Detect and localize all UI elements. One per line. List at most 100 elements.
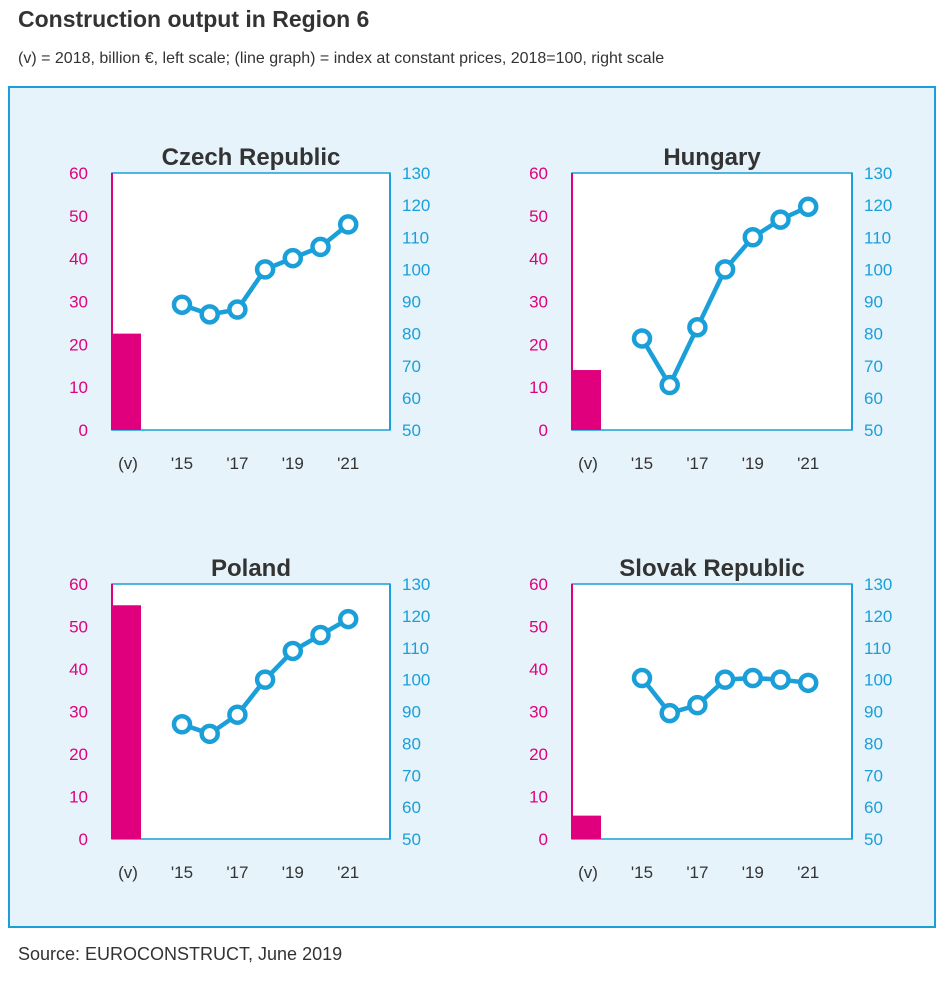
bar-v	[573, 370, 601, 430]
left-tick-label: 30	[69, 293, 88, 312]
x-tick-label: (v)	[578, 454, 598, 473]
right-tick-label: 130	[864, 164, 892, 183]
right-tick-label: 90	[864, 293, 883, 312]
chart-slovak-republic: Slovak Republic 0 10 20 30 40 50 60 50 60 70 80 90 10…	[529, 555, 892, 882]
right-tick-label: 50	[402, 830, 421, 849]
right-tick-label: 60	[402, 798, 421, 817]
right-tick-label: 60	[402, 389, 421, 408]
right-tick-label: 100	[864, 260, 892, 279]
left-tick-label: 60	[529, 575, 548, 594]
right-tick-label: 130	[402, 575, 430, 594]
x-tick-label: '17	[226, 454, 248, 473]
x-tick-label: (v)	[118, 454, 138, 473]
left-tick-label: 50	[529, 618, 548, 637]
left-tick-label: 40	[529, 250, 548, 269]
x-tick-label: '19	[282, 454, 304, 473]
right-tick-label: 110	[864, 228, 891, 247]
bar-v	[113, 605, 141, 839]
x-tick-label: (v)	[118, 863, 138, 882]
left-tick-label: 0	[79, 830, 88, 849]
left-tick-label: 10	[69, 378, 88, 397]
line-point	[282, 640, 304, 662]
x-tick-label: '21	[797, 863, 819, 882]
line-point	[797, 196, 819, 217]
left-tick-label: 20	[69, 745, 88, 764]
right-tick-label: 100	[402, 260, 430, 279]
line-point	[171, 714, 193, 735]
left-tick-label: 0	[539, 830, 548, 849]
line-point	[659, 374, 680, 396]
x-tick-label: '15	[631, 863, 653, 882]
x-tick-label: (v)	[578, 863, 598, 882]
line-point	[659, 702, 680, 724]
chart-title: Hungary	[663, 144, 761, 171]
bar-v	[573, 815, 601, 839]
left-tick-label: 40	[529, 660, 548, 679]
chart-title: Czech Republic	[162, 144, 341, 171]
x-tick-label: '15	[171, 454, 193, 473]
chart-title: Poland	[211, 555, 291, 582]
x-tick-label: '19	[742, 454, 764, 473]
right-tick-label: 120	[402, 196, 430, 215]
chart-title: Slovak Republic	[619, 555, 804, 582]
right-tick-label: 70	[402, 766, 421, 785]
line-point	[254, 669, 276, 690]
page-title: Construction output in Region 6	[18, 6, 370, 32]
right-tick-label: 90	[402, 703, 421, 722]
x-tick-label: '19	[282, 863, 304, 882]
left-tick-label: 60	[69, 575, 88, 594]
left-tick-label: 20	[69, 335, 88, 354]
right-tick-label: 120	[864, 196, 892, 215]
right-tick-label: 70	[402, 357, 421, 376]
line-point	[770, 669, 791, 690]
right-tick-label: 70	[864, 766, 883, 785]
right-tick-label: 90	[864, 703, 883, 722]
right-tick-label: 50	[864, 421, 883, 440]
left-tick-label: 30	[529, 293, 548, 312]
right-tick-label: 50	[864, 830, 883, 849]
right-tick-label: 60	[864, 798, 883, 817]
line-point	[310, 624, 331, 646]
left-tick-label: 50	[529, 207, 548, 226]
right-tick-label: 100	[402, 671, 430, 690]
left-tick-label: 50	[69, 618, 88, 637]
left-tick-label: 30	[529, 703, 548, 722]
left-tick-label: 10	[529, 788, 548, 807]
line-point	[742, 227, 764, 248]
x-tick-label: '21	[797, 454, 819, 473]
x-tick-label: '15	[171, 863, 193, 882]
left-tick-label: 40	[69, 250, 88, 269]
line-point	[687, 316, 708, 338]
line-point	[282, 247, 304, 269]
line-point	[310, 236, 331, 258]
left-tick-label: 0	[79, 421, 88, 440]
line-point	[687, 694, 708, 716]
chart-hungary: Hungary 0 10 20 30 40 50 60 50 60 70 80 90 100 110 120 1…	[529, 144, 892, 473]
right-tick-label: 70	[864, 357, 883, 376]
line-point	[770, 209, 791, 230]
chart-poland: Poland 0 10 20 30 40 50 60 50 60 70 80 90 100 110 120 13…	[69, 555, 430, 882]
page-subtitle: (v) = 2018, billion €, left scale; (line…	[18, 50, 665, 67]
line-point	[337, 608, 359, 630]
left-tick-label: 10	[69, 788, 88, 807]
line-point	[199, 304, 220, 325]
plot-area	[571, 583, 853, 840]
line-point	[797, 672, 819, 694]
right-tick-label: 50	[402, 421, 421, 440]
x-tick-label: '21	[337, 454, 359, 473]
left-tick-label: 0	[539, 421, 548, 440]
bar-v	[113, 333, 141, 430]
right-tick-label: 120	[402, 607, 430, 626]
left-tick-label: 20	[529, 745, 548, 764]
right-tick-label: 100	[864, 671, 892, 690]
x-tick-label: '17	[226, 863, 248, 882]
line-point	[171, 294, 193, 315]
left-tick-label: 20	[529, 335, 548, 354]
line-point	[742, 667, 764, 689]
right-tick-label: 80	[864, 734, 883, 753]
right-tick-label: 110	[402, 639, 429, 658]
right-tick-label: 110	[402, 228, 429, 247]
right-tick-label: 110	[864, 639, 891, 658]
line-point	[714, 669, 736, 690]
